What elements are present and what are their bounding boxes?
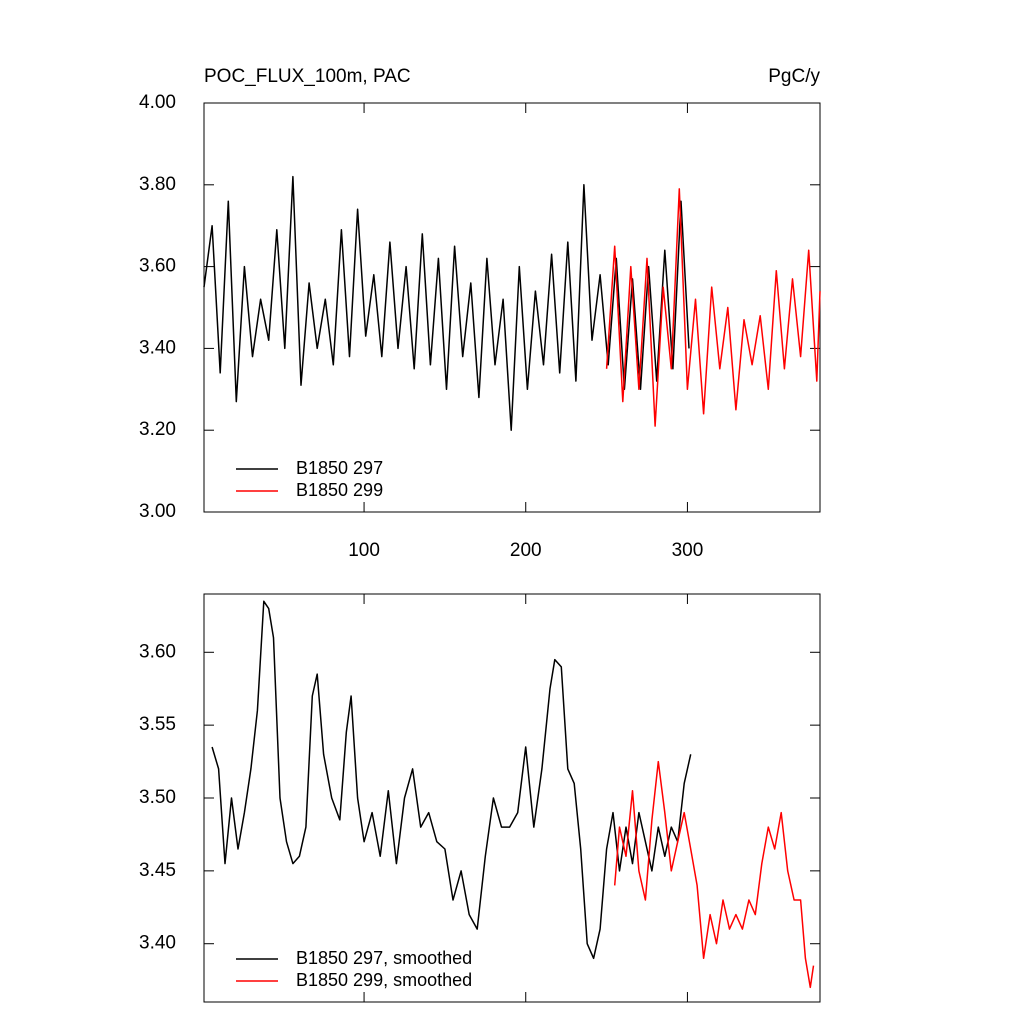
y-tick-label: 3.40 (139, 933, 176, 954)
plot-frame (203, 593, 821, 1003)
y-tick-label: 3.50 (139, 787, 176, 808)
y-tick-label: 3.40 (139, 337, 176, 358)
x-tick-label: 300 (672, 540, 704, 561)
data-line (613, 760, 815, 989)
chart-title: POC_FLUX_100m, PAC (204, 66, 411, 87)
data-line (605, 188, 821, 427)
data-line (211, 600, 692, 960)
y-tick-label: 4.00 (139, 92, 176, 113)
units-label: PgC/y (768, 66, 820, 87)
y-tick-label: 3.60 (139, 641, 176, 662)
y-tick-label: 3.45 (139, 860, 176, 881)
y-tick-label: 3.00 (139, 501, 176, 522)
legend-label: B1850 297 (296, 458, 383, 478)
y-tick-label: 3.60 (139, 256, 176, 277)
y-tick-label: 3.80 (139, 174, 176, 195)
data-line (203, 175, 690, 431)
x-tick-label: 100 (348, 540, 380, 561)
y-tick-label: 3.55 (139, 714, 176, 735)
y-tick-label: 3.20 (139, 419, 176, 440)
legend-label: B1850 297, smoothed (296, 948, 472, 968)
legend-label: B1850 299 (296, 480, 383, 500)
legend-label: B1850 299, smoothed (296, 970, 472, 990)
x-tick-label: 200 (510, 540, 542, 561)
